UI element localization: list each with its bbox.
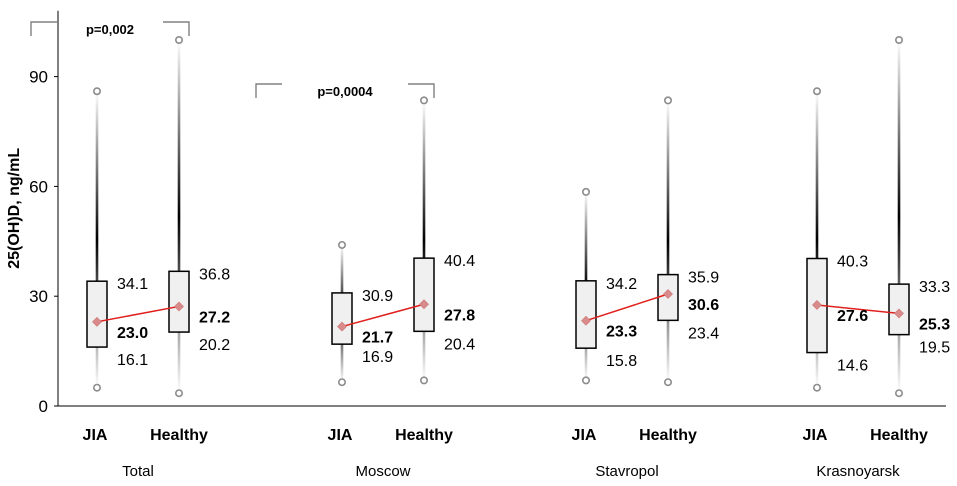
- pvalue-bracket-right-total: [163, 21, 190, 36]
- median-label-total-jia: 23.0: [117, 325, 148, 342]
- pvalue-bracket-left-total: [30, 21, 57, 36]
- median-label-moscow-healthy: 27.8: [444, 307, 475, 324]
- y-tick-label-90: 90: [29, 68, 48, 87]
- median-label-krasnoyarsk-healthy: 25.3: [919, 316, 950, 333]
- q1-label-total-healthy: 20.2: [199, 337, 230, 354]
- y-tick-label-60: 60: [29, 177, 48, 196]
- q1-label-stavropol-jia: 15.8: [606, 353, 637, 370]
- q3-label-moscow-jia: 30.9: [362, 288, 393, 305]
- box-moscow-jia: [331, 292, 353, 345]
- category-label-stavropol-jia: JIA: [572, 427, 597, 444]
- median-label-stavropol-jia: 23.3: [606, 324, 637, 341]
- min-marker-moscow-jia: [337, 378, 346, 387]
- q1-label-moscow-jia: 16.9: [362, 349, 393, 366]
- q3-label-total-healthy: 36.8: [199, 266, 230, 283]
- max-marker-total-jia: [93, 87, 102, 96]
- median-marker-total-jia: [92, 316, 102, 327]
- y-axis-title: 25(OH)D, ng/mL: [6, 148, 23, 269]
- pvalue-label-total: p=0,002: [86, 22, 134, 37]
- median-label-stavropol-healthy: 30.6: [688, 297, 719, 314]
- category-label-moscow-healthy: Healthy: [395, 427, 453, 444]
- group-label-krasnoyarsk: Krasnoyarsk: [816, 463, 900, 480]
- min-marker-total-jia: [93, 383, 102, 392]
- category-label-krasnoyarsk-jia: JIA: [803, 427, 828, 444]
- q3-label-krasnoyarsk-healthy: 33.3: [919, 279, 950, 296]
- median-marker-krasnoyarsk-jia: [812, 300, 822, 310]
- median-label-moscow-jia: 21.7: [362, 330, 393, 347]
- median-connectors: [30, 21, 904, 332]
- median-connector-krasnoyarsk: [816, 304, 900, 315]
- median-connector-total: [96, 305, 180, 323]
- whisker-total-jia: [95, 91, 99, 388]
- whisker-total-healthy: [177, 40, 181, 394]
- max-marker-krasnoyarsk-jia: [812, 87, 821, 96]
- box-stavropol-jia: [575, 280, 597, 349]
- q3-label-stavropol-jia: 34.2: [606, 276, 637, 293]
- q3-label-moscow-healthy: 40.4: [444, 253, 475, 270]
- max-marker-moscow-healthy: [419, 96, 428, 105]
- category-label-total-healthy: Healthy: [150, 427, 208, 444]
- median-marker-krasnoyarsk-healthy: [894, 308, 904, 319]
- max-marker-stavropol-healthy: [663, 96, 672, 105]
- q1-label-total-jia: 16.1: [117, 352, 148, 369]
- median-connector-stavropol: [585, 293, 669, 322]
- min-marker-stavropol-healthy: [663, 378, 672, 387]
- category-label-stavropol-healthy: Healthy: [639, 427, 697, 444]
- max-marker-total-healthy: [175, 35, 184, 44]
- q1-label-krasnoyarsk-jia: 14.6: [837, 358, 868, 375]
- min-marker-moscow-healthy: [419, 376, 428, 385]
- whisker-stavropol-healthy: [666, 100, 670, 383]
- pvalue-bracket-left-moscow: [255, 83, 282, 98]
- pvalue-label-moscow: p=0,0004: [317, 84, 373, 99]
- q3-label-total-jia: 34.1: [117, 276, 148, 293]
- q3-label-krasnoyarsk-jia: 40.3: [837, 254, 868, 271]
- median-marker-moscow-healthy: [419, 299, 429, 310]
- median-marker-moscow-jia: [337, 321, 347, 332]
- max-marker-moscow-jia: [337, 240, 346, 249]
- group-label-moscow: Moscow: [355, 463, 410, 480]
- box-total-jia: [86, 280, 108, 348]
- box-moscow-healthy: [413, 257, 435, 333]
- q1-label-krasnoyarsk-healthy: 19.5: [919, 340, 950, 357]
- value-labels: 34.1 16.1 23.0 36.8 20.2 27.2 p=0,002 30.9 16.9 2…: [86, 22, 950, 375]
- median-marker-stavropol-healthy: [663, 289, 673, 299]
- q3-label-stavropol-healthy: 35.9: [688, 270, 719, 287]
- min-marker-krasnoyarsk-jia: [812, 383, 821, 392]
- median-connector-moscow: [341, 303, 425, 328]
- whisker-krasnoyarsk-healthy: [897, 40, 901, 394]
- y-tick-label-0: 0: [39, 397, 48, 416]
- min-marker-stavropol-jia: [581, 376, 590, 385]
- median-label-krasnoyarsk-jia: 27.6: [837, 308, 868, 325]
- q1-label-moscow-healthy: 20.4: [444, 336, 475, 353]
- y-tick-label-30: 30: [29, 287, 48, 306]
- min-marker-krasnoyarsk-healthy: [894, 389, 903, 398]
- whisker-krasnoyarsk-jia: [815, 91, 819, 388]
- group-label-stavropol: Stavropol: [595, 463, 658, 480]
- median-marker-stavropol-jia: [581, 315, 591, 326]
- group-label-total: Total: [122, 463, 154, 480]
- category-label-total-jia: JIA: [83, 427, 108, 444]
- median-marker-total-healthy: [174, 301, 184, 312]
- q1-label-stavropol-healthy: 23.4: [688, 325, 719, 342]
- max-marker-krasnoyarsk-healthy: [894, 35, 903, 44]
- median-label-total-healthy: 27.2: [199, 309, 230, 326]
- category-label-krasnoyarsk-healthy: Healthy: [870, 427, 928, 444]
- whisker-moscow-healthy: [422, 100, 426, 381]
- pvalue-bracket-right-moscow: [408, 83, 435, 98]
- max-marker-stavropol-jia: [581, 187, 590, 196]
- category-label-moscow-jia: JIA: [328, 427, 353, 444]
- min-marker-total-healthy: [175, 389, 184, 398]
- axes: 0 30 60 90 25(OH)D, ng/mL Total JIA Healthy Mosc…: [6, 10, 946, 480]
